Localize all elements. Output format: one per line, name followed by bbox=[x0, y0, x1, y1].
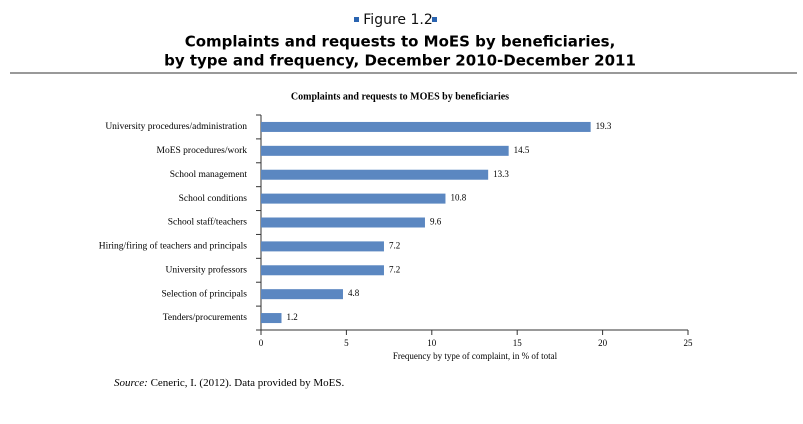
y-tick-label: MoES procedures/work bbox=[157, 146, 248, 156]
bar bbox=[261, 169, 489, 180]
source: Source: Ceneric, I. (2012). Data provide… bbox=[114, 377, 344, 389]
value-label: 7.2 bbox=[389, 240, 400, 250]
value-label: 4.8 bbox=[348, 288, 360, 298]
y-tick-label: University professors bbox=[165, 264, 247, 275]
bar bbox=[261, 121, 591, 132]
value-label: 14.5 bbox=[514, 145, 530, 155]
y-tick-label: University procedures/administration bbox=[105, 122, 247, 132]
value-label: 13.3 bbox=[493, 169, 509, 179]
bar bbox=[261, 193, 446, 204]
title-line: Complaints and requests to MoES by benef… bbox=[185, 33, 616, 51]
x-tick-label: 0 bbox=[259, 338, 264, 348]
x-axis-label: Frequency by type of complaint, in % of … bbox=[393, 351, 558, 361]
y-tick-label: School conditions bbox=[179, 194, 248, 204]
x-tick-label: 10 bbox=[427, 338, 437, 348]
value-label: 10.8 bbox=[450, 193, 466, 203]
source-label: Source: bbox=[114, 377, 148, 389]
value-label: 1.2 bbox=[286, 312, 297, 322]
bar bbox=[261, 313, 282, 324]
value-label: 7.2 bbox=[389, 264, 400, 274]
bar bbox=[261, 265, 384, 276]
bar bbox=[261, 289, 343, 300]
y-tick-label: Hiring/firing of teachers and principals bbox=[99, 241, 248, 252]
y-tick-label: School staff/teachers bbox=[168, 217, 248, 228]
x-tick-label: 25 bbox=[684, 338, 694, 348]
x-tick-label: 15 bbox=[513, 338, 523, 348]
y-tick-label: School management bbox=[170, 170, 248, 180]
y-tick-label: Tenders/procurements bbox=[163, 313, 248, 323]
y-tick-label: Selection of principals bbox=[162, 288, 248, 299]
title-line: by type and frequency, December 2010-Dec… bbox=[164, 52, 636, 70]
bar bbox=[261, 217, 425, 228]
value-label: 19.3 bbox=[596, 121, 612, 131]
figure-label: Figure 1.2 bbox=[363, 12, 432, 28]
figure-marker bbox=[432, 17, 437, 22]
value-label: 9.6 bbox=[430, 217, 442, 227]
figure-marker bbox=[354, 17, 359, 22]
source-text: Ceneric, I. (2012). Data provided by MoE… bbox=[151, 377, 345, 389]
chart-title: Complaints and requests to MOES by benef… bbox=[291, 91, 509, 102]
bar bbox=[261, 145, 509, 156]
bar bbox=[261, 241, 384, 252]
x-tick-label: 5 bbox=[344, 338, 349, 348]
x-tick-label: 20 bbox=[598, 338, 608, 348]
